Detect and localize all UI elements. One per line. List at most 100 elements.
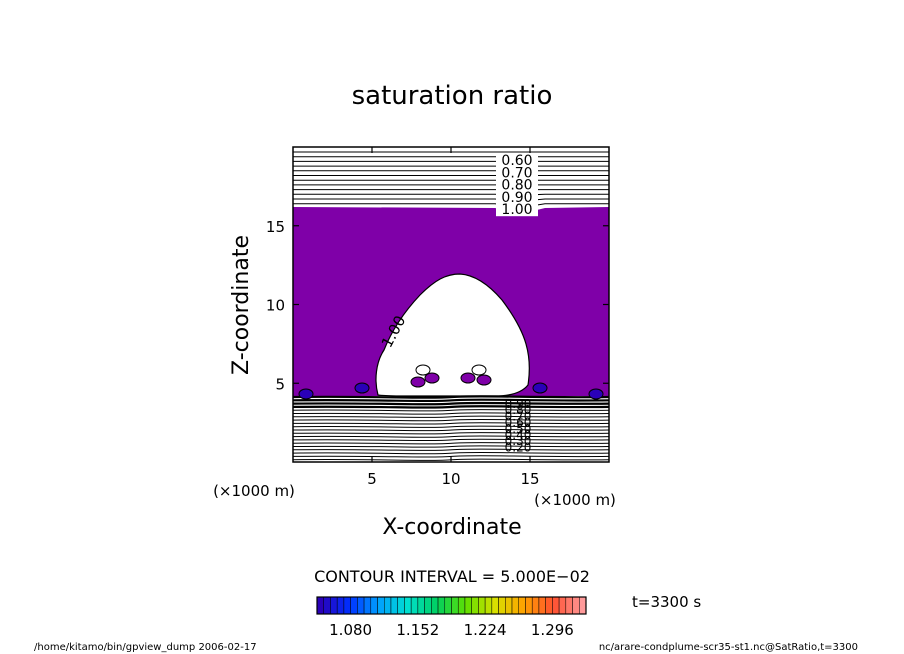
contour-level-labels: 0.600.700.800.901.000.900.800.700.600.50… bbox=[496, 153, 538, 454]
colorbar-tick-labels: 1.080 1.152 1.224 1.296 bbox=[329, 621, 574, 639]
upper-level-label: 0.70 bbox=[501, 165, 532, 181]
lower-contour-line bbox=[292, 432, 610, 435]
colorbar-segment bbox=[498, 596, 506, 615]
z-axis-ticks: 5 10 15 bbox=[266, 218, 609, 393]
lower-contour-line bbox=[292, 395, 610, 399]
colorbar-segment bbox=[390, 596, 398, 615]
colorbar-segment bbox=[451, 596, 459, 615]
colorbar-segment bbox=[370, 596, 378, 615]
upper-level-label-bg bbox=[496, 166, 538, 180]
colorbar-tick-label: 1.080 bbox=[329, 621, 372, 639]
colorbar-segment bbox=[457, 596, 466, 615]
lower-contour-line bbox=[292, 448, 610, 451]
colorbar-segment bbox=[336, 596, 345, 615]
upper-level-label: 0.90 bbox=[501, 190, 532, 206]
colorbar-segment bbox=[330, 596, 338, 615]
colorbar-segment bbox=[363, 596, 372, 615]
lower-contour-line bbox=[292, 409, 610, 412]
colorbar-frame bbox=[316, 596, 587, 615]
lower-level-label: 0.40 bbox=[505, 428, 532, 442]
colorbar-segment bbox=[323, 596, 331, 615]
convective-blob bbox=[460, 372, 476, 384]
convective-blob bbox=[476, 374, 492, 386]
lower-contour-line bbox=[292, 398, 610, 403]
colorbar-segment bbox=[431, 596, 439, 615]
z-tick-label: 5 bbox=[275, 375, 285, 393]
colorbar-tick-label: 1.224 bbox=[464, 621, 507, 639]
convective-blob bbox=[354, 382, 370, 394]
colorbar-segment bbox=[471, 596, 479, 615]
z-axis-label: Z-coordinate bbox=[229, 235, 254, 375]
colorbar-segment bbox=[478, 596, 486, 615]
lower-contour-line bbox=[292, 401, 610, 406]
colorbar-segment bbox=[384, 596, 392, 615]
lower-level-label: 0.20 bbox=[505, 440, 532, 454]
upper-level-label: 0.80 bbox=[501, 178, 532, 194]
upper-level-label-bg bbox=[496, 190, 538, 204]
footer-right: nc/arare-condplume-scr35-st1.nc@SatRatio… bbox=[599, 642, 858, 653]
x-unit-left: (×1000 m) bbox=[213, 482, 295, 500]
lower-contour-line bbox=[292, 412, 610, 415]
colorbar-segment bbox=[410, 596, 419, 615]
x-tick-label: 5 bbox=[367, 470, 377, 488]
colorbar-segment bbox=[518, 596, 526, 615]
lower-level-label: 0.60 bbox=[505, 416, 532, 430]
x-tick-label: 10 bbox=[441, 470, 460, 488]
convective-blobs bbox=[298, 364, 604, 400]
lower-level-label: 0.70 bbox=[505, 409, 532, 423]
convective-blob bbox=[415, 364, 431, 376]
lower-contour-line bbox=[292, 415, 610, 418]
convective-blob bbox=[410, 376, 426, 388]
lower-contour-line bbox=[292, 422, 610, 425]
lower-contour-line bbox=[292, 455, 610, 458]
colorbar-segment bbox=[525, 596, 533, 615]
colorbar-tick-label: 1.152 bbox=[396, 621, 439, 639]
lower-level-label: 0.50 bbox=[505, 422, 532, 436]
upper-level-label: 1.00 bbox=[501, 202, 532, 218]
lower-level-label: 0.80 bbox=[505, 403, 532, 417]
convective-blob bbox=[471, 364, 487, 376]
colorbar-segment bbox=[397, 596, 405, 615]
colorbar-segment bbox=[511, 596, 520, 615]
z-tick-label: 10 bbox=[266, 297, 285, 315]
lower-contour-line bbox=[292, 445, 610, 448]
colorbar-segment bbox=[531, 596, 540, 615]
colorbar-segment bbox=[343, 596, 351, 615]
lower-contour-line bbox=[292, 435, 610, 438]
z-unit-right: (×1000 m) bbox=[534, 491, 616, 509]
lower-contour-line bbox=[292, 418, 610, 422]
footer-left: /home/kitamo/bin/gpview_dump 2006-02-17 bbox=[34, 642, 257, 653]
colorbar-segment bbox=[491, 596, 499, 615]
lower-contour-line bbox=[292, 428, 610, 432]
colorbar-segment bbox=[579, 596, 587, 615]
x-tick-label: 15 bbox=[520, 470, 539, 488]
colorbar-segment bbox=[572, 596, 580, 615]
x-axis-label: X-coordinate bbox=[382, 515, 521, 540]
chart-title: saturation ratio bbox=[352, 81, 553, 111]
lower-level-label: 0.30 bbox=[505, 434, 532, 448]
colorbar-tick-label: 1.296 bbox=[531, 621, 574, 639]
colorbar-segment bbox=[545, 596, 553, 615]
colorbar-segment bbox=[538, 596, 546, 615]
upper-level-label: 0.60 bbox=[501, 153, 532, 169]
colorbar-segment bbox=[417, 596, 425, 615]
lower-contour-line bbox=[292, 442, 610, 445]
lower-contour-line bbox=[292, 405, 610, 409]
lower-level-label: 0.90 bbox=[505, 397, 532, 411]
convective-blob bbox=[532, 382, 548, 394]
colorbar-segment bbox=[444, 596, 452, 615]
z-tick-label: 15 bbox=[266, 218, 285, 236]
x-axis-ticks: 5 10 15 bbox=[367, 147, 540, 488]
convective-blob bbox=[588, 388, 604, 400]
lower-contour-line bbox=[292, 438, 610, 442]
lower-contour-line bbox=[292, 458, 610, 461]
convective-blob bbox=[424, 372, 440, 384]
colorbar bbox=[316, 596, 587, 615]
convective-blob bbox=[298, 388, 314, 400]
colorbar-segment bbox=[316, 596, 324, 615]
upper-level-label-bg bbox=[496, 178, 538, 192]
contour-interval-text: CONTOUR INTERVAL = 5.000E−02 bbox=[314, 567, 590, 586]
colorbar-segment bbox=[357, 596, 365, 615]
lower-contour-line bbox=[292, 451, 610, 455]
